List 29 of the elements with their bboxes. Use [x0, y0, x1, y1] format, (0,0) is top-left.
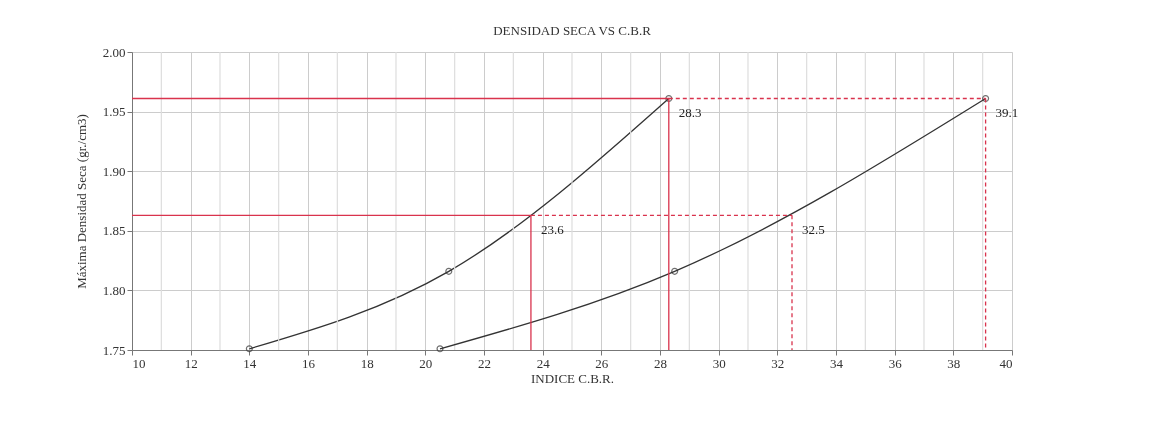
- y-tick-label: 1.90: [102, 163, 126, 179]
- x-tick-label: 14: [243, 355, 257, 371]
- chart-title: DENSIDAD SECA VS C.B.R: [493, 23, 652, 38]
- x-tick-label: 28: [654, 355, 667, 371]
- x-tick-label: 26: [595, 355, 609, 371]
- x-tick-label: 16: [302, 355, 316, 371]
- x-tick-label: 10: [132, 355, 146, 371]
- annotation: 39.1: [995, 105, 1019, 121]
- y-axis-title: Máxima Densidad Seca (gr./cm3): [73, 114, 89, 289]
- y-tick-label: 1.80: [102, 282, 126, 298]
- annotation: 28.3: [678, 105, 702, 121]
- x-tick-label: 30: [712, 355, 726, 371]
- x-tick-label: 40: [999, 355, 1013, 371]
- y-tick-label: 1.95: [102, 104, 126, 120]
- x-tick-label: 34: [830, 355, 844, 371]
- x-tick-label: 18: [360, 355, 374, 371]
- x-tick-label: 22: [478, 355, 491, 371]
- x-tick-label: 24: [536, 355, 551, 371]
- y-tick-label: 2.00: [102, 44, 126, 60]
- annotation: 32.5: [802, 222, 825, 238]
- x-tick-label: 38: [947, 355, 961, 371]
- y-tick-label: 1.85: [102, 223, 126, 239]
- x-tick-label: 20: [419, 355, 433, 371]
- x-tick-label: 36: [888, 355, 903, 371]
- x-axis-title: INDICE C.B.R.: [530, 370, 615, 386]
- x-tick-label: 12: [184, 355, 198, 371]
- annotation: 23.6: [540, 222, 565, 238]
- x-tick-label: 32: [771, 355, 785, 371]
- y-tick-label: 1.75: [102, 342, 126, 358]
